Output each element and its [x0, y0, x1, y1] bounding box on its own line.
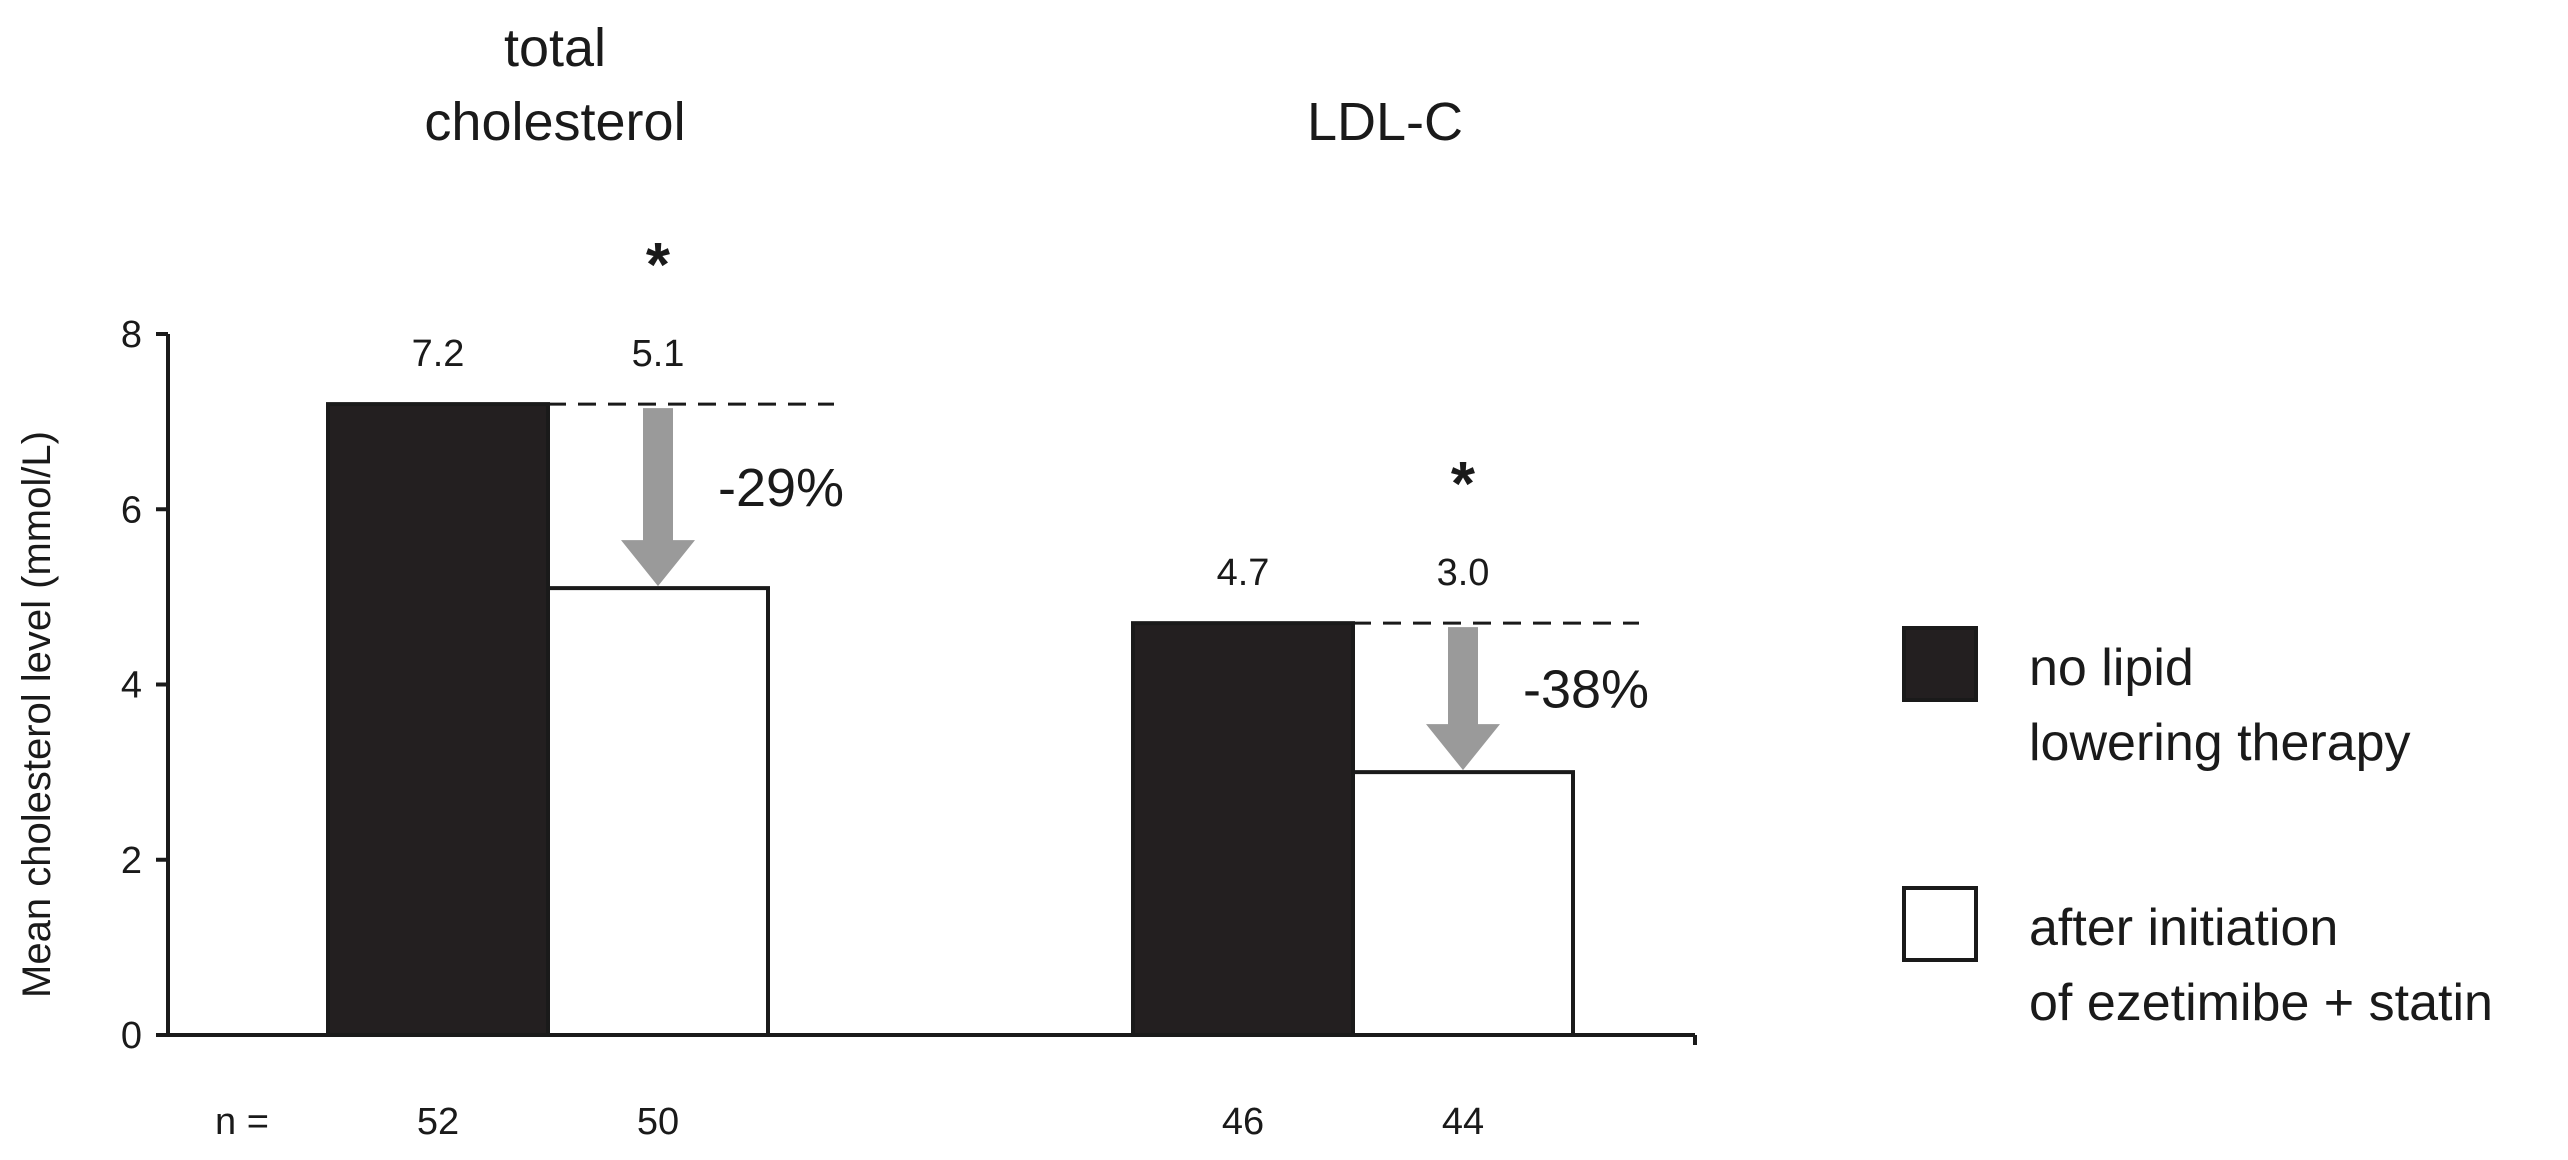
legend-swatch — [1902, 626, 1978, 702]
legend-label: after initiation — [2029, 899, 2338, 957]
n-count: 46 — [1222, 1101, 1264, 1143]
legend-swatch — [1902, 886, 1978, 962]
percent-change-label: -29% — [718, 458, 844, 518]
value-label: 4.7 — [1217, 552, 1270, 594]
y-tick-label: 6 — [121, 489, 142, 531]
n-label: n = — [215, 1101, 269, 1143]
value-label: 7.2 — [412, 333, 465, 375]
n-count: 44 — [1442, 1101, 1484, 1143]
reduction-arrow — [621, 408, 695, 587]
bar-no-therapy — [1131, 621, 1355, 1037]
n-count: 50 — [637, 1101, 679, 1143]
y-tick-label: 8 — [121, 314, 142, 356]
legend: no lipid lowering therapy after initiation… — [1902, 626, 2493, 1032]
legend-label: lowering therapy — [2029, 714, 2411, 772]
bar-no-therapy — [326, 402, 550, 1038]
group-title: LDL-C — [1307, 92, 1463, 152]
significance-star: * — [646, 231, 671, 300]
significance-star: * — [1451, 450, 1476, 519]
bar-ezetimibe-statin — [1351, 770, 1575, 1037]
legend-label: no lipid — [2029, 639, 2194, 697]
y-tick-label: 2 — [121, 840, 142, 882]
legend-label: of ezetimibe + statin — [2029, 974, 2493, 1032]
y-tick-label: 4 — [121, 665, 142, 707]
bar-ezetimibe-statin — [546, 586, 770, 1037]
bars — [326, 402, 1575, 1038]
y-tick-label: 0 — [121, 1015, 142, 1057]
percent-change-label: -38% — [1523, 660, 1649, 720]
group-title: total — [504, 18, 606, 78]
y-axis-title: Mean cholesterol level (mmol/L) — [15, 431, 59, 998]
n-count: 52 — [417, 1101, 459, 1143]
value-label: 5.1 — [632, 333, 685, 375]
value-label: 3.0 — [1437, 552, 1490, 594]
group-title: cholesterol — [424, 92, 685, 152]
reduction-arrow — [1426, 627, 1500, 771]
annotations — [548, 402, 1639, 771]
